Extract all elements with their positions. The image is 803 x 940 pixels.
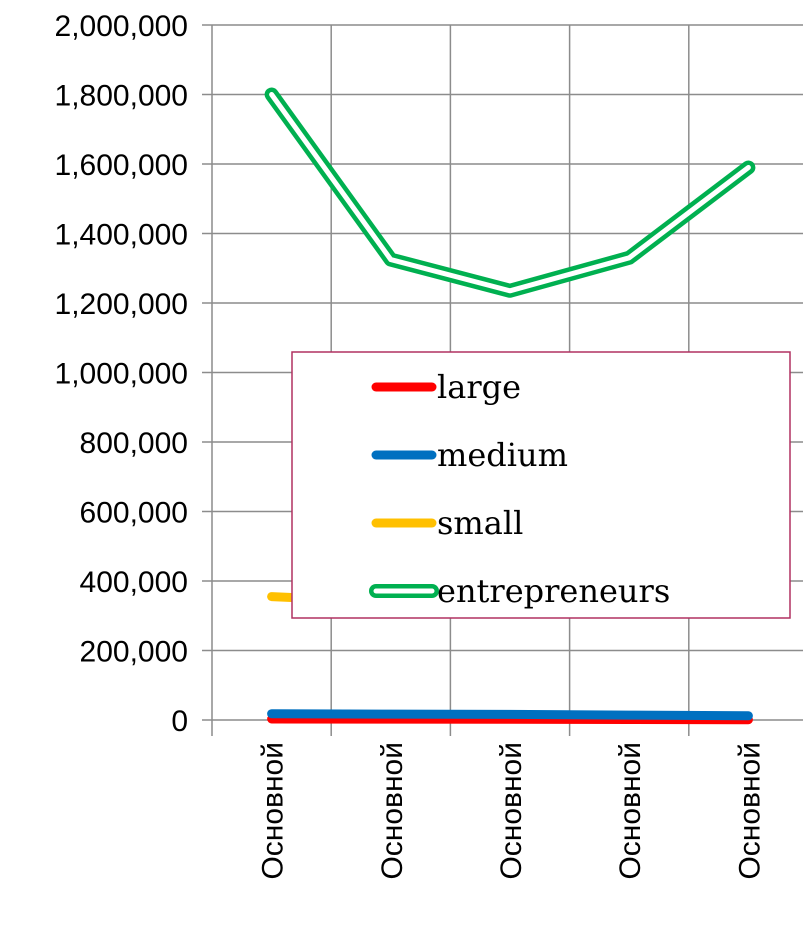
y-tick-label: 600,000 — [80, 497, 188, 530]
y-tick-label: 800,000 — [80, 427, 188, 460]
y-tick-label: 0 — [171, 705, 188, 738]
legend-box — [291, 351, 791, 619]
y-tick-label: 2,000,000 — [55, 10, 188, 43]
y-tick-label: 1,800,000 — [55, 80, 188, 113]
legend-label-large: large — [437, 368, 521, 406]
legend: large medium small entrepreneurs — [291, 351, 791, 619]
series-line-medium — [267, 709, 753, 721]
series-line-inner-entrepreneurs — [269, 92, 751, 294]
y-tick-label: 200,000 — [80, 636, 188, 669]
x-tick-label: Основной — [257, 742, 290, 880]
x-tick-label: Основной — [495, 742, 528, 880]
legend-label-medium: medium — [437, 436, 568, 474]
y-axis-tick-labels: 0 200,000 400,000 600,000 800,000 1,000,000 1,… — [55, 10, 188, 738]
legend-label-small: small — [437, 504, 523, 542]
x-tick-label: Основной — [733, 742, 766, 880]
legend-label-entrepreneurs: entrepreneurs — [437, 572, 670, 610]
y-tick-label: 1,000,000 — [55, 358, 188, 391]
y-tick-label: 400,000 — [80, 566, 188, 599]
y-tick-label: 1,600,000 — [55, 149, 188, 182]
x-tick-label: Основной — [376, 742, 409, 880]
y-tick-label: 1,200,000 — [55, 288, 188, 321]
x-tick-label: Основной — [614, 742, 647, 880]
y-tick-label: 1,400,000 — [55, 219, 188, 252]
x-axis-tick-labels: Основной Основной Основной Основной Основной — [257, 742, 767, 880]
